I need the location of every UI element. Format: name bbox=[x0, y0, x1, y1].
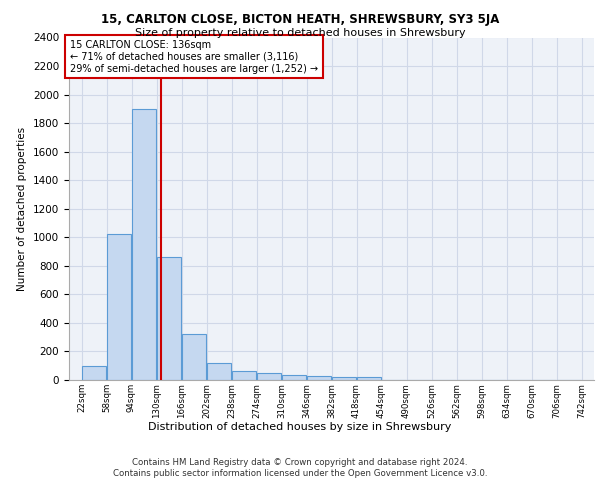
Bar bbox=[207, 363, 231, 380]
Bar bbox=[82, 366, 106, 380]
Bar bbox=[157, 258, 181, 380]
Bar bbox=[132, 109, 156, 380]
Text: Contains HM Land Registry data © Crown copyright and database right 2024.
Contai: Contains HM Land Registry data © Crown c… bbox=[113, 458, 487, 477]
Bar bbox=[357, 377, 381, 380]
Y-axis label: Number of detached properties: Number of detached properties bbox=[17, 126, 28, 291]
Text: Size of property relative to detached houses in Shrewsbury: Size of property relative to detached ho… bbox=[134, 28, 466, 38]
Bar bbox=[232, 372, 256, 380]
Text: 15 CARLTON CLOSE: 136sqm
← 71% of detached houses are smaller (3,116)
29% of sem: 15 CARLTON CLOSE: 136sqm ← 71% of detach… bbox=[70, 40, 319, 74]
Bar bbox=[282, 375, 306, 380]
Bar bbox=[332, 377, 356, 380]
Bar bbox=[107, 234, 131, 380]
Bar bbox=[307, 376, 331, 380]
Bar bbox=[182, 334, 206, 380]
Text: 15, CARLTON CLOSE, BICTON HEATH, SHREWSBURY, SY3 5JA: 15, CARLTON CLOSE, BICTON HEATH, SHREWSB… bbox=[101, 12, 499, 26]
Bar bbox=[257, 373, 281, 380]
Text: Distribution of detached houses by size in Shrewsbury: Distribution of detached houses by size … bbox=[148, 422, 452, 432]
